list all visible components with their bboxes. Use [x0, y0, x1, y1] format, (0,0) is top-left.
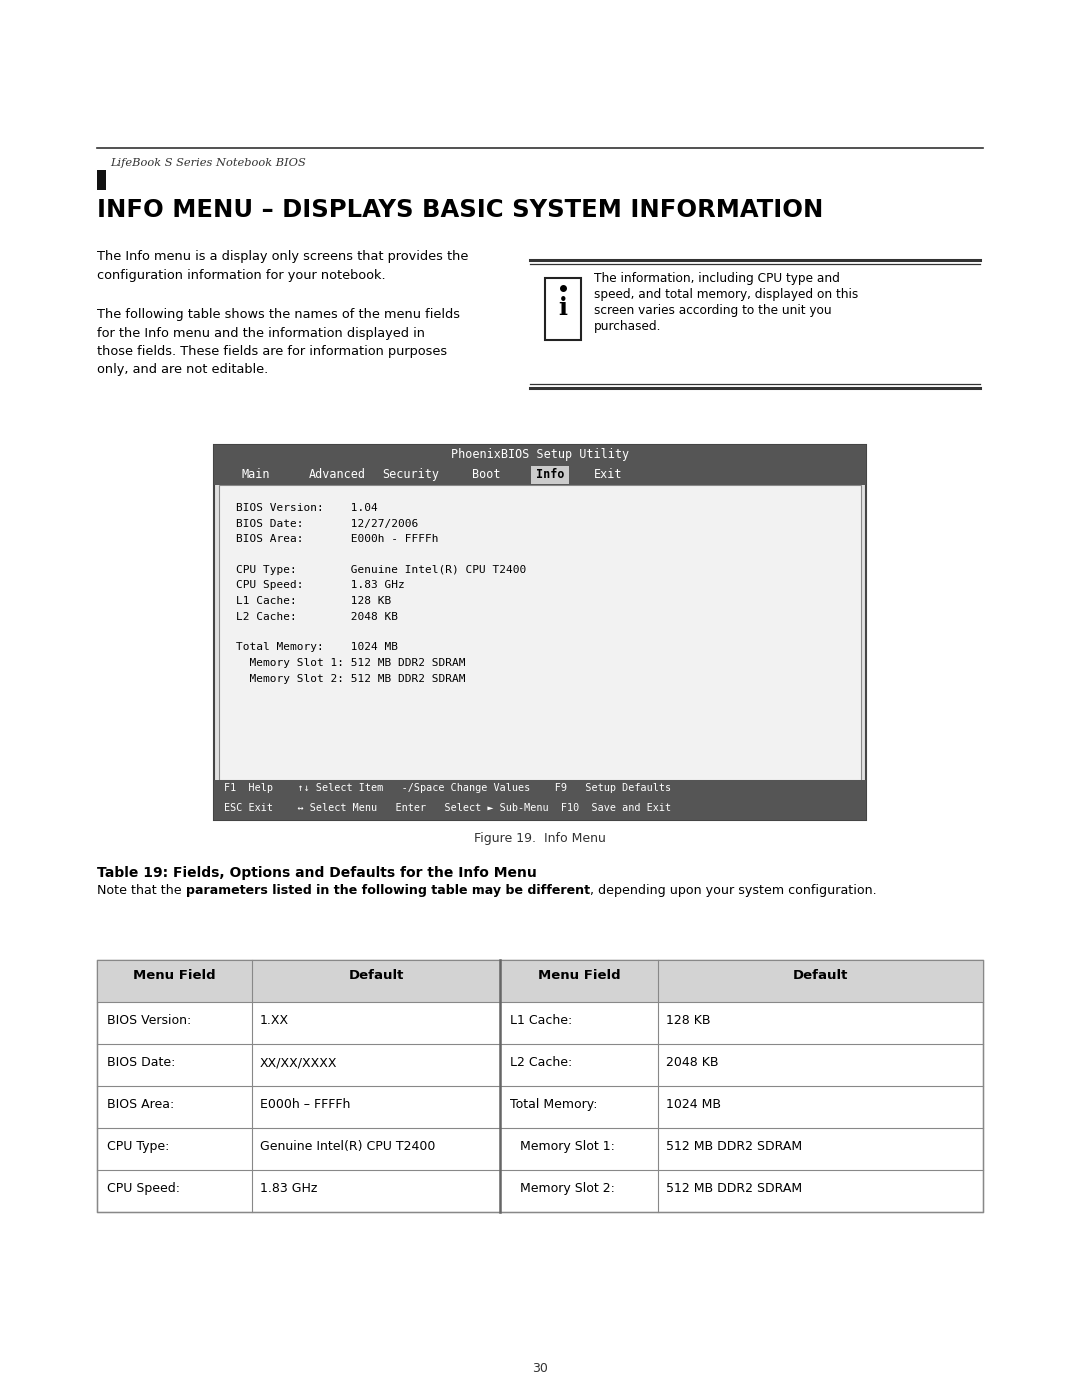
Text: L1 Cache:        128 KB: L1 Cache: 128 KB	[237, 597, 391, 606]
Text: 512 MB DDR2 SDRAM: 512 MB DDR2 SDRAM	[666, 1140, 802, 1153]
Text: F1  Help    ↑↓ Select Item   -/Space Change Values    F9   Setup Defaults: F1 Help ↑↓ Select Item -/Space Change Va…	[224, 782, 671, 793]
Text: The following table shows the names of the menu fields
for the Info menu and the: The following table shows the names of t…	[97, 307, 460, 377]
Text: Menu Field: Menu Field	[538, 970, 620, 982]
Bar	[214, 446, 866, 820]
Text: BIOS Area:: BIOS Area:	[107, 1098, 174, 1111]
Text: The Info menu is a display only screens that provides the
configuration informat: The Info menu is a display only screens …	[97, 250, 469, 282]
Text: purchased.: purchased.	[594, 320, 661, 332]
Text: speed, and total memory, displayed on this: speed, and total memory, displayed on th…	[594, 288, 859, 300]
Text: BIOS Date:: BIOS Date:	[107, 1056, 175, 1069]
Bar	[214, 780, 866, 800]
Text: i: i	[558, 296, 567, 320]
Bar	[97, 960, 983, 1213]
Bar	[214, 465, 866, 485]
Text: L1 Cache:: L1 Cache:	[510, 1014, 572, 1027]
Text: Total Memory:: Total Memory:	[510, 1098, 597, 1111]
Bar	[214, 446, 866, 465]
Text: The information, including CPU type and: The information, including CPU type and	[594, 272, 840, 285]
Text: Table 19: Fields, Options and Defaults for the Info Menu: Table 19: Fields, Options and Defaults f…	[97, 866, 537, 880]
Text: Note that the: Note that the	[97, 884, 186, 897]
Text: 1024 MB: 1024 MB	[666, 1098, 721, 1111]
Text: CPU Speed:       1.83 GHz: CPU Speed: 1.83 GHz	[237, 581, 405, 591]
Text: Genuine Intel(R) CPU T2400: Genuine Intel(R) CPU T2400	[260, 1140, 435, 1153]
Text: XX/XX/XXXX: XX/XX/XXXX	[260, 1056, 337, 1069]
Text: E000h – FFFFh: E000h – FFFFh	[260, 1098, 350, 1111]
Text: Total Memory:    1024 MB: Total Memory: 1024 MB	[237, 643, 399, 652]
Bar	[545, 278, 581, 339]
Text: Security: Security	[382, 468, 438, 481]
Bar	[97, 960, 983, 1002]
Text: , depending upon your system configuration.: , depending upon your system configurati…	[590, 884, 876, 897]
Text: Advanced: Advanced	[309, 468, 366, 481]
Text: Figure 19.  Info Menu: Figure 19. Info Menu	[474, 833, 606, 845]
Text: Exit: Exit	[594, 468, 622, 481]
Text: LifeBook S Series Notebook BIOS: LifeBook S Series Notebook BIOS	[110, 158, 306, 168]
Text: 1.83 GHz: 1.83 GHz	[260, 1182, 318, 1194]
Text: Menu Field: Menu Field	[133, 970, 216, 982]
Text: screen varies according to the unit you: screen varies according to the unit you	[594, 305, 832, 317]
Text: BIOS Version:: BIOS Version:	[107, 1014, 191, 1027]
Text: CPU Type:: CPU Type:	[107, 1140, 170, 1153]
Text: 30: 30	[532, 1362, 548, 1375]
Text: BIOS Area:       E000h - FFFFh: BIOS Area: E000h - FFFFh	[237, 534, 438, 543]
Text: 128 KB: 128 KB	[666, 1014, 711, 1027]
Text: Memory Slot 2: 512 MB DDR2 SDRAM: Memory Slot 2: 512 MB DDR2 SDRAM	[237, 673, 465, 683]
Text: Default: Default	[793, 970, 848, 982]
Text: Memory Slot 1:: Memory Slot 1:	[519, 1140, 615, 1153]
Text: ESC Exit    ↔ Select Menu   Enter   Select ► Sub-Menu  F10  Save and Exit: ESC Exit ↔ Select Menu Enter Select ► Su…	[224, 803, 671, 813]
Text: Default: Default	[349, 970, 404, 982]
Text: Main: Main	[242, 468, 270, 481]
Bar	[219, 485, 861, 780]
Text: CPU Speed:: CPU Speed:	[107, 1182, 180, 1194]
Text: L2 Cache:        2048 KB: L2 Cache: 2048 KB	[237, 612, 399, 622]
Text: 1.XX: 1.XX	[260, 1014, 289, 1027]
Bar	[97, 170, 106, 190]
Text: parameters listed in the following table may be different: parameters listed in the following table…	[186, 884, 590, 897]
Text: 512 MB DDR2 SDRAM: 512 MB DDR2 SDRAM	[666, 1182, 802, 1194]
Text: Memory Slot 2:: Memory Slot 2:	[519, 1182, 615, 1194]
Text: PhoenixBIOS Setup Utility: PhoenixBIOS Setup Utility	[451, 448, 629, 461]
Text: Info: Info	[536, 468, 564, 481]
Bar	[531, 467, 569, 483]
Text: CPU Type:        Genuine Intel(R) CPU T2400: CPU Type: Genuine Intel(R) CPU T2400	[237, 564, 526, 576]
Text: BIOS Version:    1.04: BIOS Version: 1.04	[237, 503, 378, 513]
Text: BIOS Date:       12/27/2006: BIOS Date: 12/27/2006	[237, 518, 418, 528]
Text: L2 Cache:: L2 Cache:	[510, 1056, 572, 1069]
Text: 2048 KB: 2048 KB	[666, 1056, 718, 1069]
Text: INFO MENU – DISPLAYS BASIC SYSTEM INFORMATION: INFO MENU – DISPLAYS BASIC SYSTEM INFORM…	[97, 198, 823, 222]
Text: Boot: Boot	[472, 468, 500, 481]
Bar	[214, 800, 866, 820]
Text: Memory Slot 1: 512 MB DDR2 SDRAM: Memory Slot 1: 512 MB DDR2 SDRAM	[237, 658, 465, 668]
